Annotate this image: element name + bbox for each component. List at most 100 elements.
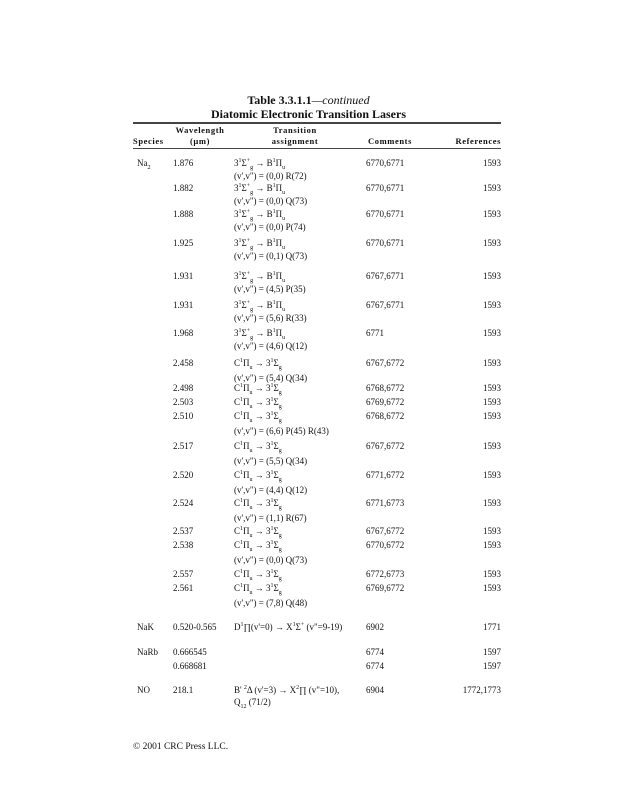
comments-cell: 6772,6773 xyxy=(366,569,405,579)
header-wavelength: Wavelength (µm) xyxy=(175,125,225,146)
transition-cell: C1Πu → 31Σg xyxy=(234,569,282,582)
comments-cell: 6767,6772 xyxy=(366,526,405,536)
wavelength-cell: 0.666545 xyxy=(173,647,207,657)
references-cell: 1593 xyxy=(483,498,501,508)
comments-cell: 6904 xyxy=(366,685,384,695)
header-species: Species xyxy=(133,136,164,146)
wavelength-cell: 2.557 xyxy=(173,569,194,579)
comments-cell: 6767,6771 xyxy=(366,271,405,281)
table-subtitle: Diatomic Electronic Transition Lasers xyxy=(211,107,406,121)
wavelength-cell: 1.968 xyxy=(173,328,194,338)
wavelength-cell: 1.931 xyxy=(173,271,194,281)
comments-cell: 6774 xyxy=(366,661,384,671)
transition-cell: C1Πu → 31Σg xyxy=(234,383,282,396)
transition-cell: C1Πu → 31Σg xyxy=(234,358,282,371)
references-cell: 1593 xyxy=(483,569,501,579)
transition-cell: 31Σ+g → B1Πu xyxy=(234,238,286,251)
references-cell: 1771 xyxy=(483,622,501,632)
references-cell: 1593 xyxy=(483,383,501,393)
transition-cell: C1Πu → 31Σg xyxy=(234,441,282,454)
species-cell: NaK xyxy=(137,622,154,632)
wavelength-cell: 2.537 xyxy=(173,526,194,536)
references-cell: 1593 xyxy=(483,209,501,219)
references-cell: 1593 xyxy=(483,300,501,310)
references-cell: 1593 xyxy=(483,583,501,593)
transition-note: (v',v") = (4,5) P(35) xyxy=(234,284,306,294)
header-comments: Comments xyxy=(368,136,412,146)
transition-cell: 31Σ+g → B1Πu xyxy=(234,183,286,196)
transition-note: (v',v") = (0,0) P(74) xyxy=(234,222,306,232)
wavelength-cell: 1.925 xyxy=(173,238,194,248)
references-cell: 1593 xyxy=(483,183,501,193)
comments-cell: 6767,6772 xyxy=(366,358,405,368)
transition-note: (v',v") = (0,0) R(72) xyxy=(234,171,307,181)
comments-cell: 6769,6772 xyxy=(366,583,405,593)
transition-cell: C1Πu → 31Σg xyxy=(234,470,282,483)
wavelength-cell: 2.517 xyxy=(173,441,194,451)
wavelength-cell: 2.524 xyxy=(173,498,194,508)
transition-note: Q12 (71/2) xyxy=(234,697,271,710)
species-cell: NO xyxy=(137,685,150,695)
references-cell: 1593 xyxy=(483,271,501,281)
comments-cell: 6771,6772 xyxy=(366,470,405,480)
comments-cell: 6771,6773 xyxy=(366,498,405,508)
references-cell: 1597 xyxy=(483,661,501,671)
wavelength-cell: 1.876 xyxy=(173,158,194,168)
wavelength-cell: 1.931 xyxy=(173,300,194,310)
comments-cell: 6768,6772 xyxy=(366,383,405,393)
wavelength-cell: 1.888 xyxy=(173,209,194,219)
transition-cell: 31Σ+g → B1Πu xyxy=(234,271,286,284)
table-title: Table 3.3.1.1—continued xyxy=(247,93,370,107)
wavelength-cell: 1.882 xyxy=(173,183,194,193)
transition-note: (v',v") = (5,6) R(33) xyxy=(234,313,307,323)
header-references: References xyxy=(455,136,501,146)
wavelength-cell: 2.510 xyxy=(173,411,194,421)
species-cell: Na2 xyxy=(137,158,151,171)
wavelength-cell: 2.503 xyxy=(173,397,194,407)
copyright-footer: © 2001 CRC Press LLC. xyxy=(133,742,229,752)
transition-cell: 31Σ+g → B1Πu xyxy=(234,328,286,341)
transition-cell: C1Πu → 31Σg xyxy=(234,526,282,539)
references-cell: 1772,1773 xyxy=(462,685,501,695)
comments-cell: 6767,6772 xyxy=(366,441,405,451)
header-rule xyxy=(133,148,501,149)
wavelength-cell: 2.520 xyxy=(173,470,194,480)
transition-cell: 31Σ+g → B1Πu xyxy=(234,158,286,171)
wavelength-cell: 2.561 xyxy=(173,583,194,593)
transition-note: (v',v") = (7,8) Q(48) xyxy=(234,598,308,608)
transition-note: (v',v") = (4,6) Q(12) xyxy=(234,341,308,351)
references-cell: 1593 xyxy=(483,397,501,407)
transition-cell: C1Πu → 31Σg xyxy=(234,540,282,553)
transition-cell: 31Σ+g → B1Πu xyxy=(234,300,286,313)
transition-cell: D1∏(v'=0) → X1Σ+ (v"=9-19) xyxy=(234,622,343,632)
comments-cell: 6770,6771 xyxy=(366,158,405,168)
references-cell: 1593 xyxy=(483,358,501,368)
transition-cell: C1Πu → 31Σg xyxy=(234,583,282,596)
transition-note: (v',v") = (6,6) P(45) R(43) xyxy=(234,426,329,436)
wavelength-cell: 218.1 xyxy=(173,685,194,695)
references-cell: 1593 xyxy=(483,158,501,168)
transition-note: (v',v") = (5,4) Q(34) xyxy=(234,373,308,383)
comments-cell: 6770,6772 xyxy=(366,540,405,550)
references-cell: 1593 xyxy=(483,526,501,536)
transition-cell: C1Πu → 31Σg xyxy=(234,498,282,511)
wavelength-cell: 2.458 xyxy=(173,358,194,368)
wavelength-cell: 0.520-0.565 xyxy=(173,622,217,632)
wavelength-cell: 2.538 xyxy=(173,540,194,550)
references-cell: 1593 xyxy=(483,470,501,480)
comments-cell: 6771 xyxy=(366,328,384,338)
references-cell: 1593 xyxy=(483,441,501,451)
transition-cell: C1Πu → 31Σg xyxy=(234,411,282,424)
transition-cell: 31Σ+g → B1Πu xyxy=(234,209,286,222)
references-cell: 1593 xyxy=(483,238,501,248)
transition-note: (v',v") = (5,5) Q(34) xyxy=(234,456,308,466)
references-cell: 1593 xyxy=(483,540,501,550)
comments-cell: 6770,6771 xyxy=(366,209,405,219)
transition-note: (v',v") = (1,1) R(67) xyxy=(234,513,307,523)
transition-note: (v',v") = (0,0) Q(73) xyxy=(234,555,308,565)
transition-cell: B' 2Δ (v'=3) → X2∏ (v"=10), xyxy=(234,685,340,695)
header-transition: Transition assignment xyxy=(271,125,319,146)
comments-cell: 6769,6772 xyxy=(366,397,405,407)
references-cell: 1593 xyxy=(483,328,501,338)
